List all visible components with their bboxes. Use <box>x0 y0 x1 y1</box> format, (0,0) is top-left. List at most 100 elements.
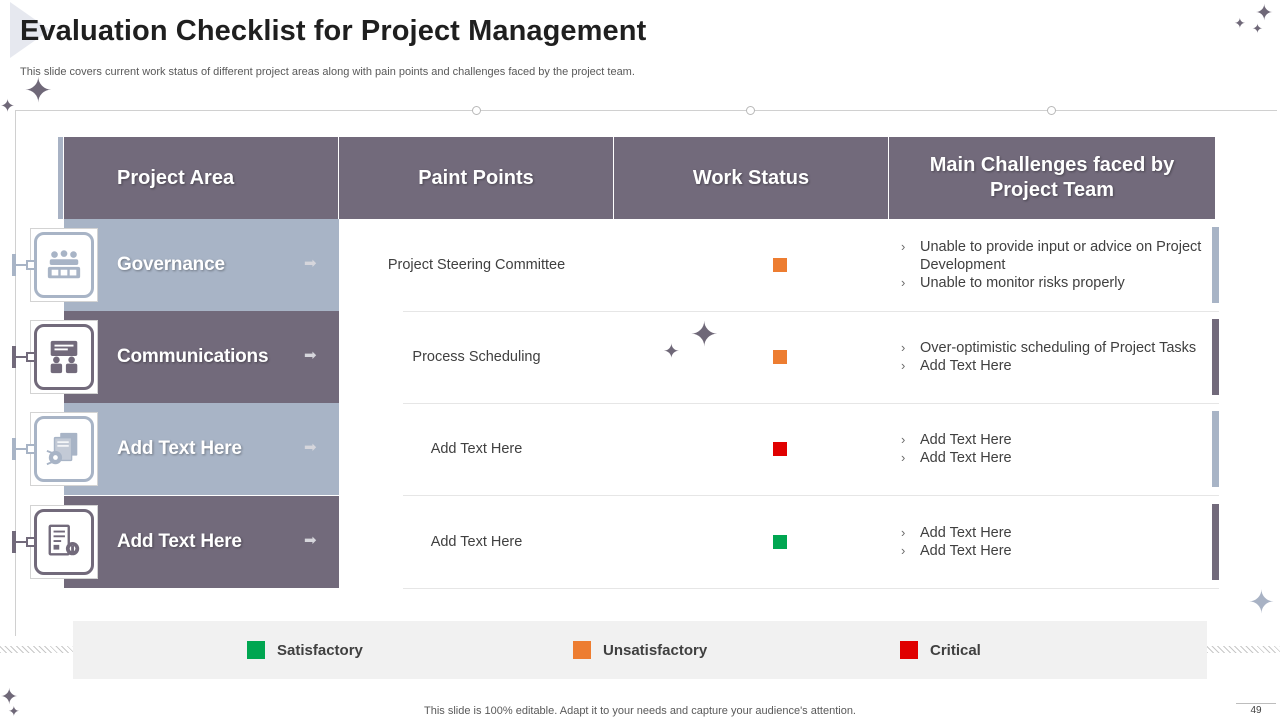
sparkle-icon: ✦ <box>0 96 16 116</box>
connector-line <box>12 264 32 266</box>
hatch-strip-left <box>0 646 73 653</box>
status-indicator-satisfactory <box>772 535 787 549</box>
row-accent-bar <box>1212 411 1219 487</box>
header-pain-points: Paint Points <box>339 137 614 219</box>
sparkle-icon: ✦ <box>0 684 19 709</box>
challenge-item: › Add Text Here <box>901 449 1211 467</box>
frame-dot <box>472 106 481 115</box>
sparkle-icon: ✦ <box>1234 15 1246 31</box>
icon-tab <box>30 320 98 394</box>
table-row: Communications ➡ Process Scheduling › Ove… <box>64 311 1219 404</box>
pain-point-cell: Add Text Here <box>430 534 523 550</box>
legend-item-critical: Critical <box>900 641 981 659</box>
arrow-right-icon: ➡ <box>304 439 317 456</box>
status-indicator-critical <box>772 442 787 456</box>
icon-tab <box>30 505 98 579</box>
challenge-item: › Add Text Here <box>901 357 1211 375</box>
work-status-cell <box>614 403 889 495</box>
challenges-cell: › Unable to provide input or advice on Pr… <box>889 219 1211 311</box>
challenge-text: Add Text Here <box>920 432 1012 448</box>
challenge-text: Over-optimistic scheduling of Project Ta… <box>920 340 1197 356</box>
header-main-challenges: Main Challenges faced by Project Team <box>889 137 1215 219</box>
project-area-cell: Add Text Here ➡ <box>64 496 339 588</box>
sparkle-icon: ✦ <box>8 703 20 719</box>
connector-line <box>12 448 32 450</box>
work-status-cell <box>614 311 889 403</box>
header-project-area: Project Area <box>64 137 339 219</box>
row-accent-bar <box>1212 319 1219 395</box>
sparkle-icon: ✦ <box>663 341 680 363</box>
project-area-cell: Add Text Here ➡ <box>64 403 339 495</box>
connector-dot <box>26 260 36 270</box>
document-process-icon <box>48 524 80 556</box>
chevron-right-icon: › <box>901 275 906 290</box>
icon-frame <box>34 324 94 390</box>
connector-line <box>12 541 32 543</box>
sparkle-icon: ✦ <box>1252 21 1263 36</box>
documents-gear-icon <box>46 432 78 466</box>
chevron-right-icon: › <box>901 340 906 355</box>
challenge-item: › Unable to provide input or advice on Pr… <box>901 238 1211 274</box>
sparkle-icon: ✦ <box>1248 584 1275 620</box>
row-divider <box>403 495 1219 496</box>
challenge-item: › Unable to monitor risks properly <box>901 274 1211 292</box>
legend-label: Critical <box>930 641 981 659</box>
challenge-text: Add Text Here <box>920 543 1012 559</box>
status-legend: Satisfactory Unsatisfactory Critical <box>73 621 1207 679</box>
chevron-right-icon: › <box>901 525 906 540</box>
legend-swatch <box>573 641 591 659</box>
icon-tab <box>30 412 98 486</box>
arrow-right-icon: ➡ <box>304 255 317 272</box>
row-divider <box>403 311 1219 312</box>
row-accent-bar <box>1212 227 1219 303</box>
chevron-right-icon: › <box>901 432 906 447</box>
project-area-cell: Governance ➡ <box>64 219 339 311</box>
page-title: Evaluation Checklist for Project Managem… <box>20 15 647 47</box>
project-area-label: Communications <box>117 346 269 367</box>
frame-left-line <box>15 110 16 636</box>
frame-dot <box>1047 106 1056 115</box>
footer-note: This slide is 100% editable. Adapt it to… <box>424 705 856 717</box>
sparkle-icon: ✦ <box>1255 0 1274 25</box>
header-accent-bar <box>58 137 63 219</box>
work-status-cell <box>614 219 889 311</box>
header-work-status: Work Status <box>614 137 889 219</box>
pain-point-cell: Project Steering Committee <box>387 257 566 273</box>
table-row: Add Text Here ➡ Add Text Here › Add Text … <box>64 403 1219 496</box>
presentation-people-icon <box>50 340 78 374</box>
challenges-cell: › Add Text Here › Add Text Here <box>889 496 1211 588</box>
row-divider <box>403 403 1219 404</box>
icon-frame <box>34 509 94 575</box>
table-row: Add Text Here ➡ Add Text Here › Add Text … <box>64 496 1219 589</box>
icon-frame <box>34 416 94 482</box>
challenge-text: Unable to provide input or advice on Pro… <box>920 239 1202 273</box>
icon-tab <box>30 228 98 302</box>
connector-dot <box>26 444 36 454</box>
challenge-item: › Add Text Here <box>901 542 1211 560</box>
challenge-text: Add Text Here <box>920 525 1012 541</box>
challenges-cell: › Add Text Here › Add Text Here <box>889 403 1211 495</box>
meeting-people-icon <box>47 250 81 279</box>
legend-swatch <box>247 641 265 659</box>
legend-item-satisfactory: Satisfactory <box>247 641 363 659</box>
frame-top-line <box>15 110 1277 111</box>
arrow-right-icon: ➡ <box>304 347 317 364</box>
legend-label: Satisfactory <box>277 641 363 659</box>
pain-point-cell: Add Text Here <box>430 441 523 457</box>
legend-item-unsatisfactory: Unsatisfactory <box>573 641 707 659</box>
project-area-label: Add Text Here <box>117 438 242 459</box>
challenge-item: › Over-optimistic scheduling of Project T… <box>901 339 1211 357</box>
challenge-text: Add Text Here <box>920 450 1012 466</box>
challenge-text: Unable to monitor risks properly <box>920 275 1125 291</box>
corner-triangle-decoration <box>10 2 50 58</box>
row-accent-bar <box>1212 504 1219 580</box>
sparkle-icon: ✦ <box>690 316 719 354</box>
connector-dot <box>26 352 36 362</box>
project-area-label: Add Text Here <box>117 531 242 552</box>
arrow-right-icon: ➡ <box>304 532 317 549</box>
challenge-text: Add Text Here <box>920 358 1012 374</box>
status-indicator-unsatisfactory <box>772 258 787 272</box>
chevron-right-icon: › <box>901 450 906 465</box>
frame-dot <box>746 106 755 115</box>
chevron-right-icon: › <box>901 543 906 558</box>
